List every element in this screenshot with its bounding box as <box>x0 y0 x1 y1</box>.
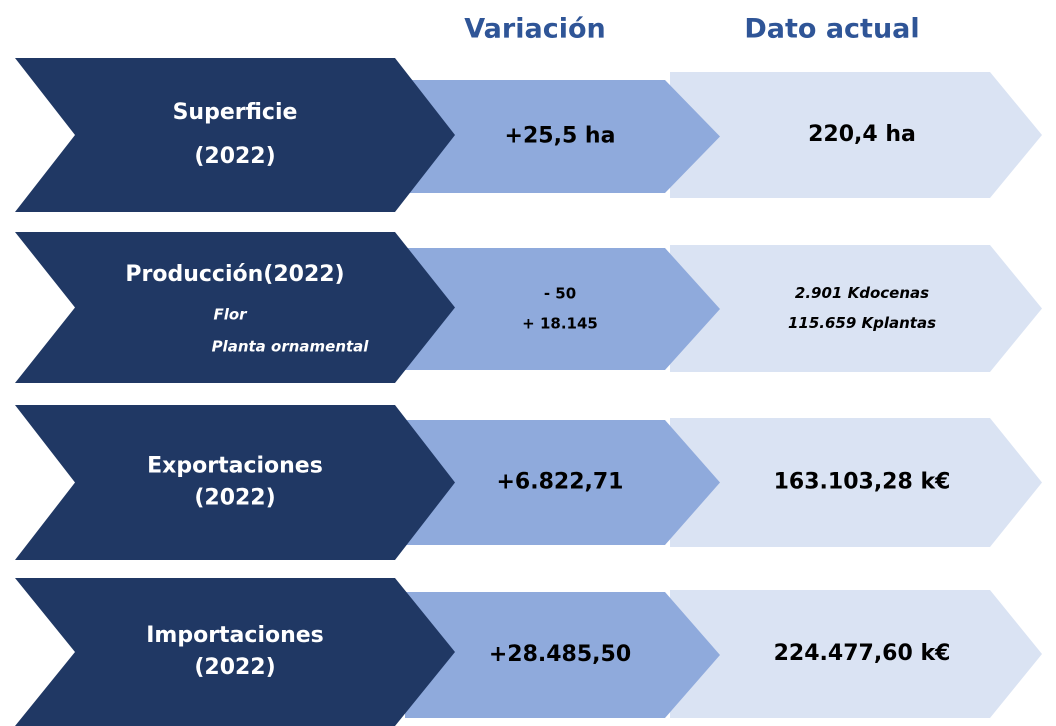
row-title: (2022) <box>194 486 275 511</box>
row-title: Importaciones <box>146 623 324 648</box>
variation-chevron <box>405 592 720 718</box>
variation-chevron <box>405 420 720 545</box>
current-value: 2.901 Kdocenas <box>795 284 929 302</box>
row-title: Producción(2022) <box>125 262 344 287</box>
rows: Superficie (2022) +25,5 ha 220,4 ha Producci… <box>15 58 1042 726</box>
current-value: 115.659 Kplantas <box>788 314 936 332</box>
variation-value: +25,5 ha <box>505 124 616 149</box>
row-title: Superficie <box>173 100 298 125</box>
variation-value: + 18.145 <box>522 315 598 333</box>
variation-value: - 50 <box>544 285 576 303</box>
current-chevron <box>670 590 1042 718</box>
row-sublabel: Planta ornamental <box>212 338 370 356</box>
title-chevron <box>15 58 455 212</box>
variation-value: +28.485,50 <box>489 642 631 667</box>
title-chevron <box>15 232 455 383</box>
current-chevron <box>670 72 1042 198</box>
column-header: Variación <box>464 14 605 45</box>
current-value: 220,4 ha <box>808 122 916 147</box>
title-chevron <box>15 405 455 560</box>
column-header: Dato actual <box>744 14 919 45</box>
variation-value: +6.822,71 <box>497 470 624 495</box>
row-title: Exportaciones <box>147 454 323 479</box>
current-chevron <box>670 245 1042 372</box>
current-value: 224.477,60 k€ <box>774 641 951 666</box>
current-value: 163.103,28 k€ <box>774 470 951 495</box>
row-title: (2022) <box>194 655 275 680</box>
current-chevron <box>670 418 1042 547</box>
variation-chevron <box>405 80 720 193</box>
variation-chevron <box>405 248 720 370</box>
row-sublabel: Flor <box>213 306 248 324</box>
title-chevron <box>15 578 455 726</box>
row-title: (2022) <box>194 144 275 169</box>
